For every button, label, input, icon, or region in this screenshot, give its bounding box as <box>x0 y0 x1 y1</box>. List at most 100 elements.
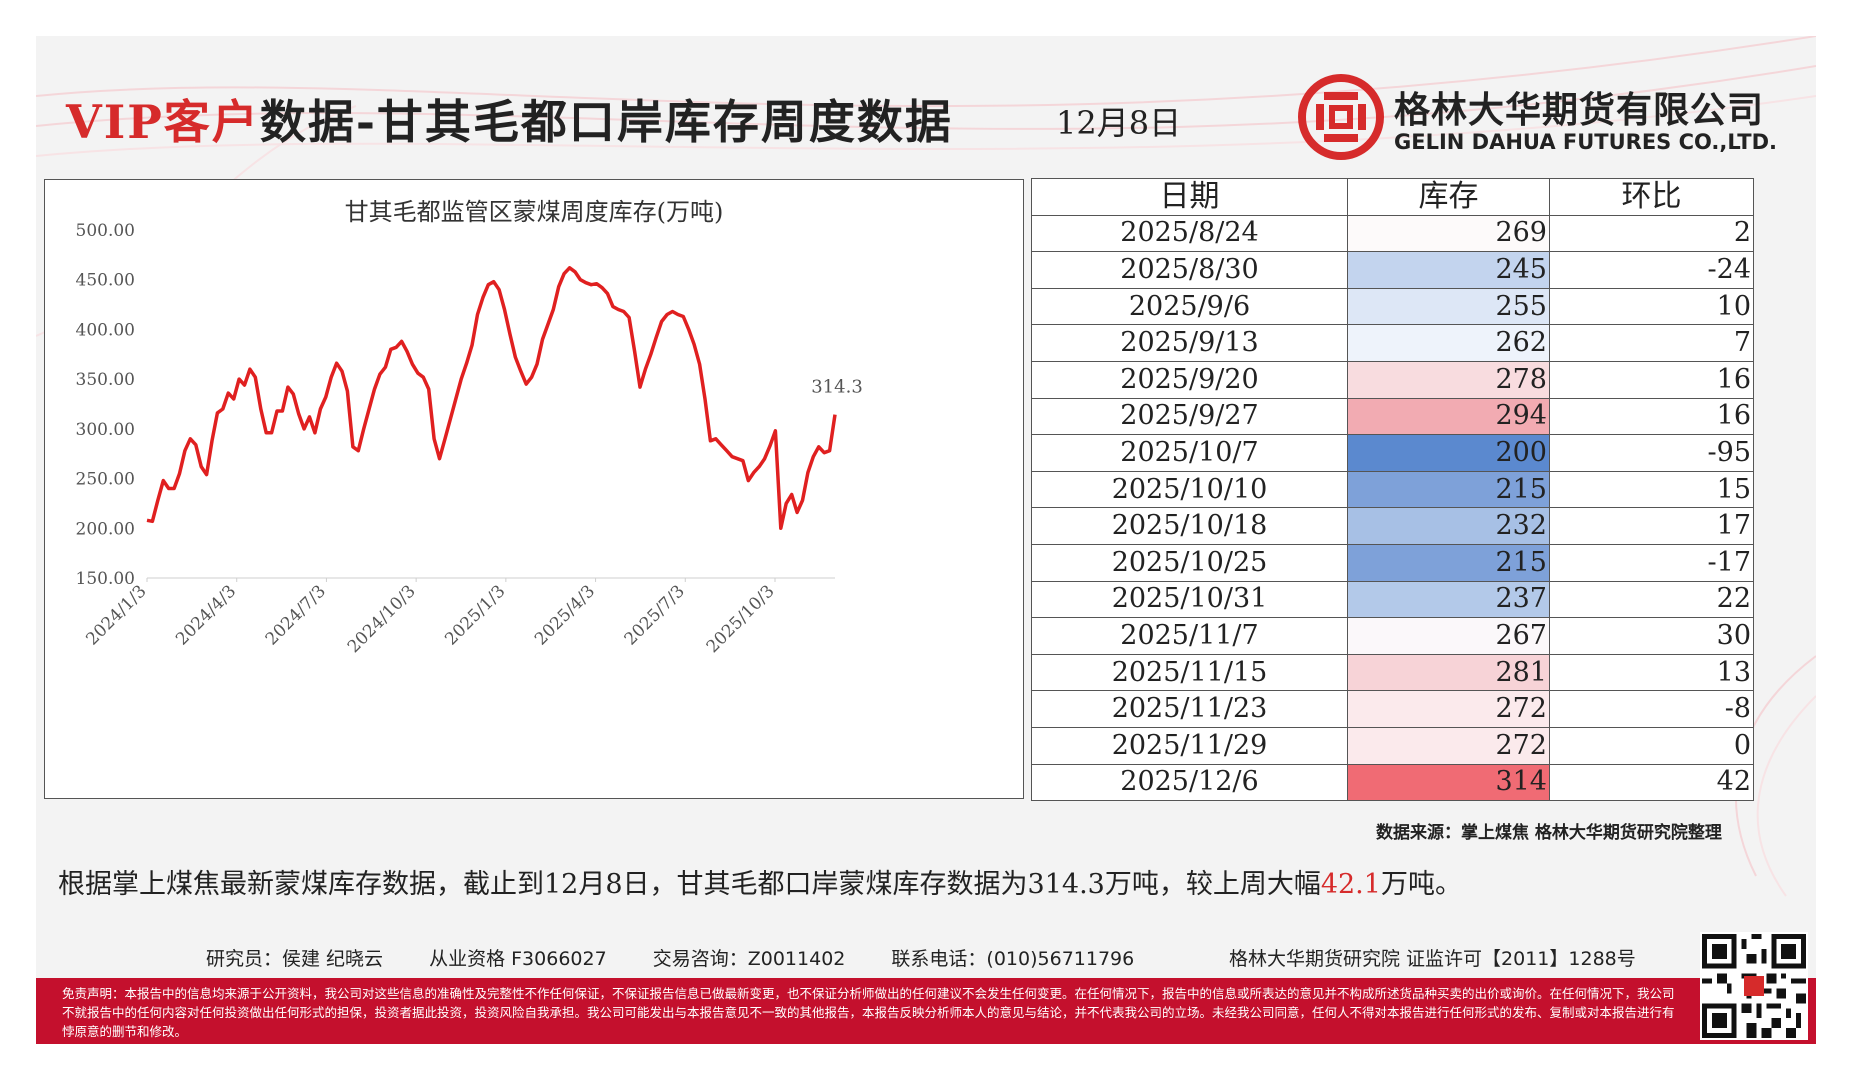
table-row: 2025/8/30 245 -24 <box>1031 251 1754 289</box>
cell-date: 2025/10/18 <box>1031 507 1348 545</box>
cell-change: 22 <box>1549 580 1754 619</box>
cell-change: 17 <box>1549 507 1754 545</box>
table-row: 2025/9/13 262 7 <box>1031 324 1754 362</box>
series-line <box>146 266 837 531</box>
cell-date: 2025/9/27 <box>1031 397 1348 436</box>
cell-change: 0 <box>1549 726 1754 765</box>
x-tick-label: 2024/10/3 <box>344 581 420 657</box>
company-name-en: GELIN DAHUA FUTURES CO.,LTD. <box>1394 130 1778 154</box>
cell-stock: 272 <box>1347 726 1550 765</box>
table-row: 2025/11/29 272 0 <box>1031 726 1754 765</box>
cell-stock: 272 <box>1347 690 1550 728</box>
cell-date: 2025/9/6 <box>1031 287 1348 326</box>
x-tick-label: 2025/1/3 <box>441 581 509 649</box>
qualification: 从业资格 F3066027 <box>429 948 607 970</box>
table-row: 2025/10/18 232 17 <box>1031 507 1754 545</box>
y-tick-label: 400.00 <box>76 320 135 340</box>
cell-stock: 294 <box>1347 397 1550 436</box>
cell-change: -24 <box>1549 251 1754 289</box>
cell-stock: 200 <box>1347 434 1550 472</box>
cell-date: 2025/8/24 <box>1031 214 1348 253</box>
cell-date: 2025/10/10 <box>1031 470 1348 509</box>
cell-stock: 245 <box>1347 251 1550 289</box>
table-row: 2025/9/27 294 16 <box>1031 397 1754 436</box>
cell-stock: 215 <box>1347 470 1550 509</box>
table-row: 2025/11/7 267 30 <box>1031 617 1754 655</box>
cell-stock: 255 <box>1347 287 1550 326</box>
cell-stock: 314 <box>1347 763 1550 802</box>
cell-stock: 215 <box>1347 543 1550 582</box>
cell-change: 10 <box>1549 287 1754 326</box>
cell-date: 2025/11/23 <box>1031 690 1348 728</box>
researcher-names: 研究员：侯建 纪晓云 <box>206 948 384 970</box>
cell-date: 2025/11/7 <box>1031 617 1348 655</box>
x-tick-label: 2025/10/3 <box>703 581 779 657</box>
table-row: 2025/10/25 215 -17 <box>1031 543 1754 582</box>
title-vip: VIP客户 <box>66 95 260 149</box>
y-tick-label: 300.00 <box>76 420 135 440</box>
cell-change: 42 <box>1549 763 1754 802</box>
cell-date: 2025/9/20 <box>1031 360 1348 399</box>
inventory-chart: 150.00 200.00 250.00 300.00 350.00 400.00 450.… <box>44 179 1024 799</box>
table-row: 2025/10/31 237 22 <box>1031 580 1754 619</box>
summary-before: 根据掌上煤焦最新蒙煤库存数据，截止到12月8日，甘其毛都口岸蒙煤库存数据为314… <box>58 869 1321 900</box>
cell-stock: 232 <box>1347 507 1550 545</box>
cell-date: 2025/12/6 <box>1031 763 1348 802</box>
cell-change: -8 <box>1549 690 1754 728</box>
contact-phone: 联系电话：(010)56711796 <box>891 948 1135 970</box>
cell-date: 2025/10/7 <box>1031 434 1348 472</box>
qr-code-icon <box>1700 932 1808 1040</box>
cell-date: 2025/8/30 <box>1031 251 1348 289</box>
cell-stock: 269 <box>1347 214 1550 253</box>
cell-change: 13 <box>1549 653 1754 692</box>
x-tick-label: 2025/7/3 <box>621 581 689 649</box>
trade-consult: 交易咨询：Z0011402 <box>652 948 846 970</box>
y-tick-label: 150.00 <box>76 569 135 589</box>
cell-date: 2025/10/31 <box>1031 580 1348 619</box>
x-tick-label: 2025/4/3 <box>531 581 599 649</box>
header-date: 日期 <box>1031 178 1348 216</box>
page-title: VIP客户数据-甘其毛都口岸库存周度数据 <box>66 86 953 152</box>
last-value-label: 314.3 <box>811 377 863 398</box>
table-row: 2025/9/6 255 10 <box>1031 287 1754 326</box>
cell-change: -17 <box>1549 543 1754 582</box>
cell-stock: 281 <box>1347 653 1550 692</box>
header-change: 环比 <box>1549 178 1754 216</box>
x-tick-label: 2024/4/3 <box>172 581 240 649</box>
cell-stock: 278 <box>1347 360 1550 399</box>
table-row: 2025/12/6 314 42 <box>1031 763 1754 802</box>
cell-change: -95 <box>1549 434 1754 472</box>
cell-stock: 267 <box>1347 617 1550 655</box>
report-slide: VIP客户数据-甘其毛都口岸库存周度数据 12月8日 格林大华期货有限公司 GE… <box>36 36 1816 1044</box>
cell-change: 2 <box>1549 214 1754 253</box>
researcher-info: 研究员：侯建 纪晓云 从业资格 F3066027 交易咨询：Z0011402 联… <box>206 944 1174 971</box>
disclaimer: 免责声明：本报告中的信息均来源于公开资料，我公司对这些信息的准确性及完整性不作任… <box>36 978 1816 1044</box>
title-main: 数据-甘其毛都口岸库存周度数据 <box>259 95 953 149</box>
cell-change: 16 <box>1549 360 1754 399</box>
cell-change: 30 <box>1549 617 1754 655</box>
chart-title: 甘其毛都监管区蒙煤周度库存(万吨) <box>344 198 724 226</box>
cell-change: 15 <box>1549 470 1754 509</box>
header-stock: 库存 <box>1347 178 1550 216</box>
x-tick-label: 2024/7/3 <box>262 581 330 649</box>
table-row: 2025/10/10 215 15 <box>1031 470 1754 509</box>
table-row: 2025/8/24 269 2 <box>1031 214 1754 253</box>
inventory-table-container: 日期 库存 环比 2025/8/24 269 2 2025/8/30 245 -24 202… <box>1031 178 1754 802</box>
title-date: 12月8日 <box>1056 104 1182 142</box>
y-tick-label: 200.00 <box>76 519 135 539</box>
institute-license: 格林大华期货研究院 证监许可【2011】1288号 <box>1229 948 1636 970</box>
summary-text: 根据掌上煤焦最新蒙煤库存数据，截止到12月8日，甘其毛都口岸蒙煤库存数据为314… <box>58 862 1462 901</box>
table-row: 2025/9/20 278 16 <box>1031 360 1754 399</box>
y-tick-label: 500.00 <box>76 221 135 241</box>
cell-change: 7 <box>1549 324 1754 362</box>
y-tick-label: 450.00 <box>76 271 135 291</box>
table-header-row: 日期 库存 环比 <box>1031 178 1754 216</box>
chart-canvas: 150.00 200.00 250.00 300.00 350.00 400.00 450.… <box>76 221 863 657</box>
table-row: 2025/10/7 200 -95 <box>1031 434 1754 472</box>
table-row: 2025/11/15 281 13 <box>1031 653 1754 692</box>
y-tick-label: 250.00 <box>76 470 135 490</box>
inventory-table: 日期 库存 环比 2025/8/24 269 2 2025/8/30 245 -24 202… <box>1031 178 1754 802</box>
x-tick-label: 2024/1/3 <box>82 581 150 649</box>
y-tick-label: 350.00 <box>76 370 135 390</box>
cell-date: 2025/10/25 <box>1031 543 1348 582</box>
